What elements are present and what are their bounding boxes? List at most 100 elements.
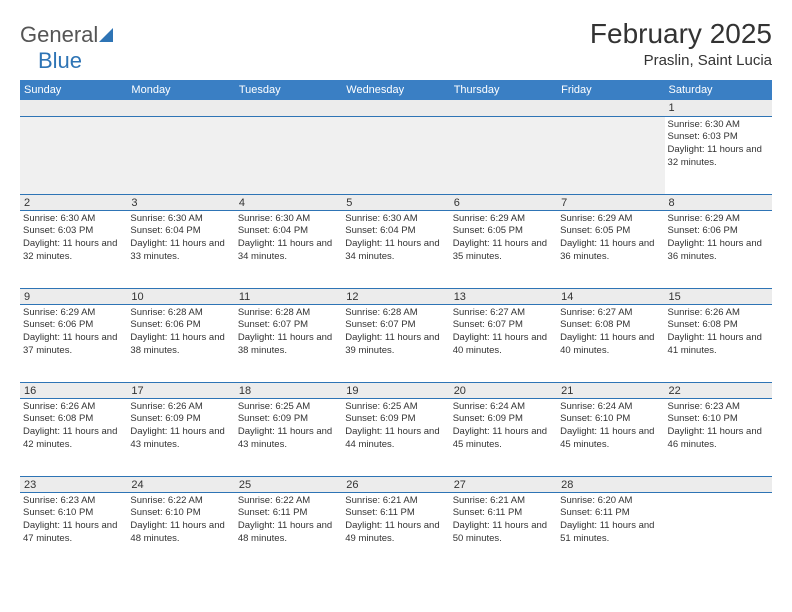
day-cell: Sunrise: 6:25 AMSunset: 6:09 PMDaylight:… <box>342 398 449 476</box>
day-cell: Sunrise: 6:30 AMSunset: 6:04 PMDaylight:… <box>235 210 342 288</box>
day-cell: Sunrise: 6:23 AMSunset: 6:10 PMDaylight:… <box>665 398 772 476</box>
day-cell: Sunrise: 6:26 AMSunset: 6:08 PMDaylight:… <box>665 304 772 382</box>
sunset-text: Sunset: 6:06 PM <box>130 319 231 332</box>
sunrise-text: Sunrise: 6:24 AM <box>453 401 554 414</box>
daylight-text: Daylight: 11 hours and 46 minutes. <box>668 426 769 452</box>
daylight-text: Daylight: 11 hours and 40 minutes. <box>453 332 554 358</box>
day-number-cell: 18 <box>235 382 342 398</box>
empty-cell <box>450 116 557 194</box>
sunrise-text: Sunrise: 6:22 AM <box>238 495 339 508</box>
day-cell: Sunrise: 6:29 AMSunset: 6:06 PMDaylight:… <box>20 304 127 382</box>
day-cell: Sunrise: 6:22 AMSunset: 6:11 PMDaylight:… <box>235 492 342 570</box>
day-number-cell: 5 <box>342 194 449 210</box>
sunrise-text: Sunrise: 6:30 AM <box>668 119 769 132</box>
empty-cell <box>342 116 449 194</box>
daylight-text: Daylight: 11 hours and 47 minutes. <box>23 520 124 546</box>
dayhead-thu: Thursday <box>450 80 557 100</box>
dayhead-sun: Sunday <box>20 80 127 100</box>
daylight-text: Daylight: 11 hours and 36 minutes. <box>668 238 769 264</box>
daylight-text: Daylight: 11 hours and 33 minutes. <box>130 238 231 264</box>
day-number-cell: 25 <box>235 476 342 492</box>
week-numrow: 16171819202122 <box>20 382 772 398</box>
daylight-text: Daylight: 11 hours and 34 minutes. <box>238 238 339 264</box>
day-cell: Sunrise: 6:26 AMSunset: 6:09 PMDaylight:… <box>127 398 234 476</box>
sunset-text: Sunset: 6:08 PM <box>560 319 661 332</box>
sunset-text: Sunset: 6:04 PM <box>130 225 231 238</box>
sunset-text: Sunset: 6:07 PM <box>453 319 554 332</box>
dayhead-mon: Monday <box>127 80 234 100</box>
sunrise-text: Sunrise: 6:27 AM <box>453 307 554 320</box>
month-title: February 2025 <box>590 18 772 50</box>
sunrise-text: Sunrise: 6:28 AM <box>130 307 231 320</box>
daylight-text: Daylight: 11 hours and 45 minutes. <box>453 426 554 452</box>
day-cell: Sunrise: 6:30 AMSunset: 6:04 PMDaylight:… <box>342 210 449 288</box>
daylight-text: Daylight: 11 hours and 39 minutes. <box>345 332 446 358</box>
sunrise-text: Sunrise: 6:28 AM <box>238 307 339 320</box>
sunset-text: Sunset: 6:06 PM <box>23 319 124 332</box>
sunrise-text: Sunrise: 6:30 AM <box>238 213 339 226</box>
day-cell: Sunrise: 6:23 AMSunset: 6:10 PMDaylight:… <box>20 492 127 570</box>
day-cell: Sunrise: 6:20 AMSunset: 6:11 PMDaylight:… <box>557 492 664 570</box>
day-number-cell: 28 <box>557 476 664 492</box>
sunset-text: Sunset: 6:06 PM <box>668 225 769 238</box>
daylight-text: Daylight: 11 hours and 37 minutes. <box>23 332 124 358</box>
sunset-text: Sunset: 6:11 PM <box>453 507 554 520</box>
day-number-cell <box>20 100 127 116</box>
day-number-cell: 22 <box>665 382 772 398</box>
day-number-cell: 14 <box>557 288 664 304</box>
day-number-cell: 24 <box>127 476 234 492</box>
sunrise-text: Sunrise: 6:24 AM <box>560 401 661 414</box>
day-number-cell: 2 <box>20 194 127 210</box>
sunset-text: Sunset: 6:07 PM <box>345 319 446 332</box>
daylight-text: Daylight: 11 hours and 50 minutes. <box>453 520 554 546</box>
day-number-cell: 4 <box>235 194 342 210</box>
daylight-text: Daylight: 11 hours and 40 minutes. <box>560 332 661 358</box>
daylight-text: Daylight: 11 hours and 38 minutes. <box>238 332 339 358</box>
logo-text-general: General <box>20 22 98 47</box>
day-number-cell: 11 <box>235 288 342 304</box>
day-cell: Sunrise: 6:26 AMSunset: 6:08 PMDaylight:… <box>20 398 127 476</box>
logo-text-blue: Blue <box>38 48 82 73</box>
dayhead-wed: Wednesday <box>342 80 449 100</box>
day-number-cell: 13 <box>450 288 557 304</box>
calendar-body: 1Sunrise: 6:30 AMSunset: 6:03 PMDaylight… <box>20 100 772 570</box>
day-number-cell: 7 <box>557 194 664 210</box>
week-numrow: 9101112131415 <box>20 288 772 304</box>
sunset-text: Sunset: 6:11 PM <box>345 507 446 520</box>
day-cell: Sunrise: 6:27 AMSunset: 6:08 PMDaylight:… <box>557 304 664 382</box>
week-numrow: 2345678 <box>20 194 772 210</box>
week-numrow: 232425262728 <box>20 476 772 492</box>
sunrise-text: Sunrise: 6:30 AM <box>130 213 231 226</box>
page-container: General Blue February 2025 Praslin, Sain… <box>0 0 792 580</box>
sunset-text: Sunset: 6:09 PM <box>238 413 339 426</box>
daylight-text: Daylight: 11 hours and 45 minutes. <box>560 426 661 452</box>
day-number-cell <box>235 100 342 116</box>
day-number-cell: 20 <box>450 382 557 398</box>
day-number-cell: 26 <box>342 476 449 492</box>
sunrise-text: Sunrise: 6:23 AM <box>668 401 769 414</box>
day-number-cell: 17 <box>127 382 234 398</box>
sunset-text: Sunset: 6:08 PM <box>668 319 769 332</box>
daylight-text: Daylight: 11 hours and 49 minutes. <box>345 520 446 546</box>
day-cell: Sunrise: 6:29 AMSunset: 6:05 PMDaylight:… <box>557 210 664 288</box>
day-cell: Sunrise: 6:28 AMSunset: 6:07 PMDaylight:… <box>235 304 342 382</box>
sunset-text: Sunset: 6:05 PM <box>453 225 554 238</box>
sunset-text: Sunset: 6:03 PM <box>668 131 769 144</box>
day-cell: Sunrise: 6:28 AMSunset: 6:06 PMDaylight:… <box>127 304 234 382</box>
daylight-text: Daylight: 11 hours and 32 minutes. <box>23 238 124 264</box>
week-numrow: 1 <box>20 100 772 116</box>
day-number-cell: 27 <box>450 476 557 492</box>
sunrise-text: Sunrise: 6:20 AM <box>560 495 661 508</box>
sunset-text: Sunset: 6:03 PM <box>23 225 124 238</box>
sunrise-text: Sunrise: 6:29 AM <box>668 213 769 226</box>
day-number-cell: 1 <box>665 100 772 116</box>
day-cell: Sunrise: 6:28 AMSunset: 6:07 PMDaylight:… <box>342 304 449 382</box>
day-cell: Sunrise: 6:21 AMSunset: 6:11 PMDaylight:… <box>450 492 557 570</box>
sunrise-text: Sunrise: 6:28 AM <box>345 307 446 320</box>
sunrise-text: Sunrise: 6:21 AM <box>345 495 446 508</box>
daylight-text: Daylight: 11 hours and 44 minutes. <box>345 426 446 452</box>
week-row: Sunrise: 6:26 AMSunset: 6:08 PMDaylight:… <box>20 398 772 476</box>
sunrise-text: Sunrise: 6:29 AM <box>23 307 124 320</box>
daylight-text: Daylight: 11 hours and 42 minutes. <box>23 426 124 452</box>
sunset-text: Sunset: 6:10 PM <box>560 413 661 426</box>
